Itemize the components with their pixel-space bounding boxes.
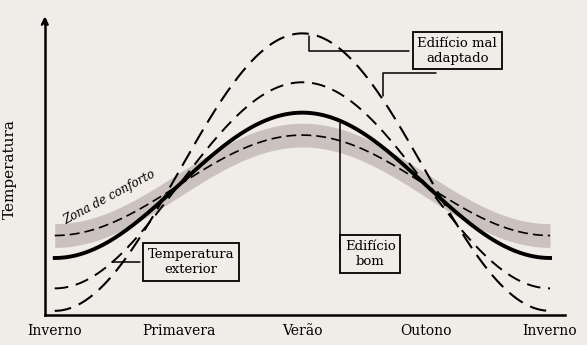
Text: Primavera: Primavera [142, 324, 215, 338]
Text: Temperatura: Temperatura [3, 119, 17, 219]
Text: Temperatura
exterior: Temperatura exterior [112, 248, 234, 276]
Text: Inverno: Inverno [28, 324, 82, 338]
Text: Outono: Outono [400, 324, 452, 338]
Text: Edifício
bom: Edifício bom [339, 123, 396, 268]
Text: Zona de conforto: Zona de conforto [61, 168, 157, 227]
Text: Inverno: Inverno [523, 324, 578, 338]
Text: Edifício mal
adaptado: Edifício mal adaptado [309, 37, 497, 65]
Text: Verão: Verão [282, 324, 323, 338]
